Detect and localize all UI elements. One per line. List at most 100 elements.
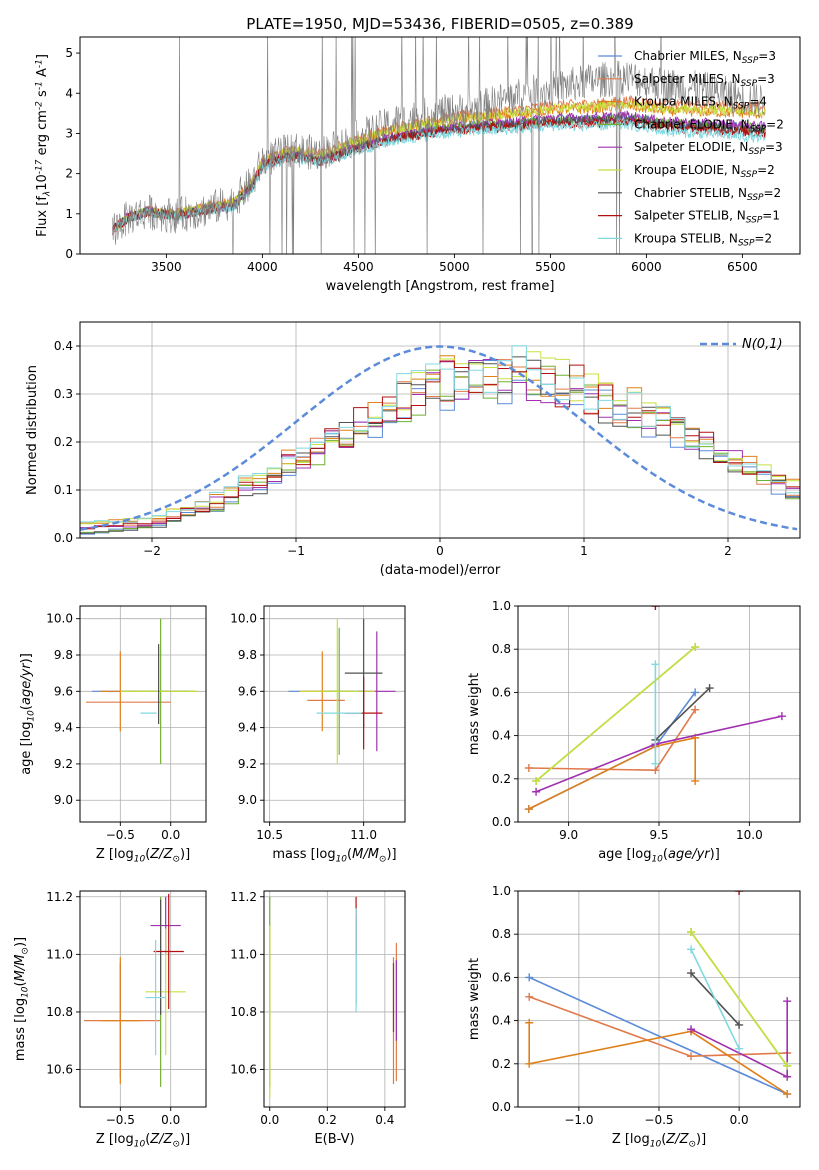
x-axis-label: mass [log10​(M/M⊙​)] bbox=[272, 847, 396, 864]
weight-marker bbox=[687, 928, 696, 937]
x-tick-label: −1.0 bbox=[564, 1113, 593, 1127]
weight-marker bbox=[532, 787, 541, 796]
x-tick-label: 3500 bbox=[151, 260, 182, 274]
weight-line bbox=[528, 976, 788, 1095]
x-tick-label: 0.0 bbox=[260, 1113, 279, 1127]
x-tick-label: 0.0 bbox=[161, 828, 180, 842]
y-tick-label: 1.0 bbox=[492, 599, 511, 613]
legend-label: N(0,1) bbox=[742, 337, 783, 352]
weight-line bbox=[654, 687, 711, 741]
axes-frame bbox=[79, 890, 207, 1108]
x-tick-label: 5000 bbox=[439, 260, 470, 274]
weight-marker bbox=[525, 1018, 534, 1027]
plot-area bbox=[84, 893, 186, 1087]
y-tick-label: 0.8 bbox=[492, 927, 511, 941]
x-tick-label: −0.5 bbox=[106, 1113, 135, 1127]
y-tick-label: 10.0 bbox=[46, 612, 73, 626]
x-tick-label: −1 bbox=[287, 544, 305, 558]
x-tick-label: 0.2 bbox=[318, 1113, 337, 1127]
legend-label: Kroupa ELODIE, NSSP​=2 bbox=[634, 163, 775, 180]
x-axis-label: Z [log10​(Z/Z⊙​)] bbox=[96, 847, 190, 864]
x-tick-label: 9.5 bbox=[649, 828, 668, 842]
legend-label: Salpeter ELODIE, NSSP​=3 bbox=[634, 140, 783, 157]
weight-marker bbox=[525, 1059, 534, 1068]
y-tick-label: 0.4 bbox=[492, 1014, 511, 1028]
axes-frame bbox=[79, 36, 801, 255]
axes-frame bbox=[263, 605, 406, 823]
x-tick-label: 4500 bbox=[343, 260, 374, 274]
legend-label: Chabrier MILES, NSSP​=3 bbox=[634, 49, 776, 66]
legend: Chabrier MILES, NSSP​=3 Salpeter MILES, N… bbox=[598, 49, 784, 248]
plot-area bbox=[524, 606, 786, 814]
axes-frame bbox=[263, 890, 406, 1108]
y-tick-label: 9.4 bbox=[238, 721, 257, 735]
y-tick-label: 0.2 bbox=[492, 772, 511, 786]
histogram-step bbox=[80, 345, 800, 523]
y-tick-label: 2 bbox=[65, 167, 73, 181]
panel-age-vs-mass: 10.5 11.0 9.0 9.2 9.4 9.6 9.8 10.0 mass [log10​(… bbox=[230, 605, 406, 864]
y-tick-label: 10.8 bbox=[230, 1005, 257, 1019]
x-tick-label: 10.0 bbox=[736, 828, 763, 842]
y-axis-label: mass weight bbox=[467, 673, 482, 755]
model-spectrum-line bbox=[112, 119, 766, 234]
y-tick-label: 0.2 bbox=[54, 435, 73, 449]
y-tick-label: 5 bbox=[65, 46, 73, 60]
panel-residuals: −2 −1 0 1 2 0.0 0.1 0.2 0.3 0.4 (data-model)/error… bbox=[25, 321, 801, 578]
x-tick-label: 4000 bbox=[247, 260, 278, 274]
histogram-step bbox=[80, 360, 800, 530]
weight-line bbox=[528, 736, 697, 810]
y-tick-label: 0.4 bbox=[54, 339, 73, 353]
y-axis-label: mass [log10​(M/M⊙​)] bbox=[13, 937, 30, 1061]
y-tick-label: 4 bbox=[65, 86, 73, 100]
weight-line bbox=[528, 1022, 788, 1095]
y-tick-label: 10.8 bbox=[46, 1005, 73, 1019]
y-tick-label: 0 bbox=[65, 247, 73, 261]
weight-marker bbox=[735, 1020, 744, 1029]
weight-marker bbox=[687, 1052, 696, 1061]
weight-marker bbox=[777, 712, 786, 721]
x-tick-label: 1 bbox=[580, 544, 588, 558]
weight-marker bbox=[651, 759, 660, 768]
x-tick-label: 0 bbox=[436, 544, 444, 558]
weight-marker bbox=[691, 705, 700, 714]
weight-marker bbox=[651, 660, 660, 669]
weight-marker bbox=[735, 1044, 744, 1053]
y-tick-label: 10.6 bbox=[46, 1063, 73, 1077]
plot-area bbox=[269, 896, 397, 1099]
y-axis-label: Normed distribution bbox=[25, 365, 40, 495]
y-tick-label: 0.0 bbox=[54, 531, 73, 545]
x-axis-label: (data-model)/error bbox=[380, 563, 501, 578]
gaussian-curve bbox=[80, 345, 798, 531]
y-tick-label: 0.1 bbox=[54, 483, 73, 497]
x-tick-label: 11.0 bbox=[350, 828, 377, 842]
legend-label: Salpeter STELIB, NSSP​=1 bbox=[634, 209, 780, 226]
legend-label: Salpeter MILES, NSSP​=3 bbox=[634, 72, 775, 89]
y-tick-label: 3 bbox=[65, 126, 73, 140]
y-tick-label: 9.2 bbox=[54, 757, 73, 771]
y-tick-label: 0.6 bbox=[492, 970, 511, 984]
x-tick-label: 0.0 bbox=[730, 1113, 749, 1127]
weight-marker bbox=[524, 764, 533, 772]
panel-weight-vs-age: 9.0 9.5 10.0 0.0 0.2 0.4 0.6 0.8 1.0 age [log10​(… bbox=[467, 599, 801, 864]
y-tick-label: 9.2 bbox=[238, 757, 257, 771]
x-tick-label: 6500 bbox=[727, 260, 758, 274]
y-tick-label: 10.6 bbox=[230, 1063, 257, 1077]
weight-marker bbox=[525, 973, 534, 982]
y-tick-label: 9.6 bbox=[238, 684, 257, 698]
weight-marker bbox=[783, 1090, 792, 1099]
plot-area bbox=[525, 891, 792, 1099]
y-tick-label: 9.8 bbox=[54, 648, 73, 662]
weight-marker bbox=[687, 969, 696, 978]
weight-line bbox=[690, 931, 788, 1067]
x-tick-label: 0.4 bbox=[375, 1113, 394, 1127]
y-axis-label: Flux [fλ​10-17​ erg cm-2​ s-1​ A-1​] bbox=[34, 54, 52, 237]
weight-marker bbox=[783, 997, 792, 1006]
panel-mass-vs-ebv: 0.0 0.2 0.4 10.6 10.8 11.0 11.2 E(B-V) bbox=[230, 890, 406, 1147]
weight-marker bbox=[735, 891, 744, 895]
x-tick-label: 9.0 bbox=[559, 828, 578, 842]
y-tick-label: 0.3 bbox=[54, 387, 73, 401]
panel-age-vs-Z: −0.5 0.0 9.0 9.2 9.4 9.6 9.8 10.0 Z [log10​(Z/Z⊙… bbox=[19, 605, 207, 864]
y-axis-label: mass weight bbox=[467, 958, 482, 1040]
weight-marker bbox=[705, 684, 714, 693]
y-tick-label: 9.4 bbox=[54, 721, 73, 735]
